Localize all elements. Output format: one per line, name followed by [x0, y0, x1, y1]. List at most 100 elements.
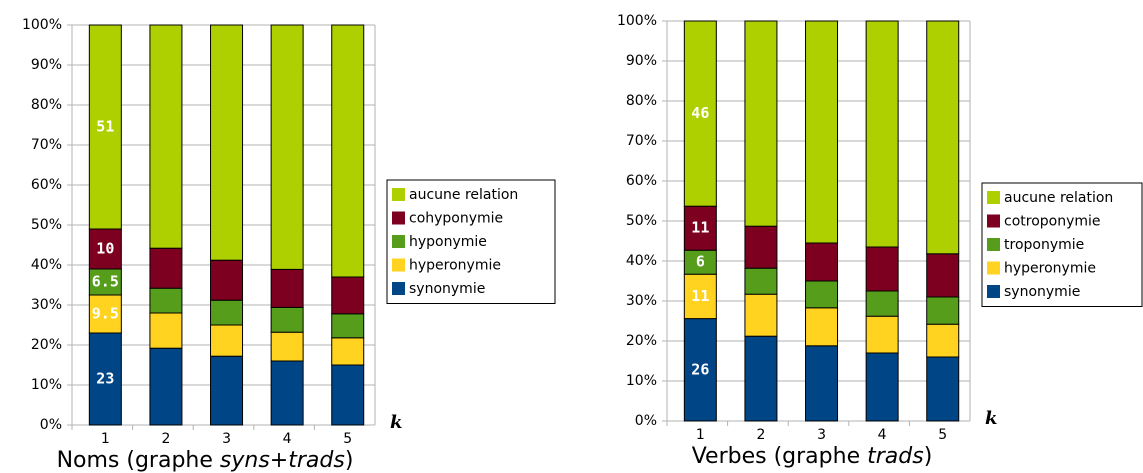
bar-segment	[149, 24, 183, 249]
x-tick-label: 4	[878, 427, 887, 443]
y-tick-label: 50%	[626, 213, 657, 229]
data-label: 6	[696, 253, 705, 271]
legend-swatch	[392, 235, 405, 248]
y-tick-label: 80%	[626, 93, 657, 109]
y-tick-label: 10%	[626, 373, 657, 389]
bar-segment	[210, 299, 244, 326]
x-tick-label: 3	[817, 427, 826, 443]
data-label: 9.5	[92, 305, 119, 323]
bar-segment	[805, 280, 839, 309]
x-tick-label: 2	[161, 431, 170, 447]
legend-swatch	[987, 238, 1000, 251]
legend-box	[386, 179, 556, 304]
x-tick-label: 3	[222, 431, 231, 447]
legend-swatch	[987, 191, 1000, 204]
chart-title: Noms (graphe syns+trads)	[57, 448, 354, 473]
bar-segment	[926, 296, 960, 325]
bar-segment	[683, 318, 717, 422]
y-tick-label: 80%	[31, 97, 62, 113]
bar-segment	[149, 312, 183, 349]
bar-segment	[210, 24, 244, 261]
y-tick-label: 50%	[31, 217, 62, 233]
bar-segment	[744, 267, 778, 295]
data-label: 10	[96, 240, 114, 258]
legend-swatch	[392, 258, 405, 272]
bar-segment	[210, 355, 244, 426]
bar-segment	[270, 306, 304, 333]
legend-label: hyperonymie	[1004, 261, 1096, 277]
bar-segment	[865, 352, 899, 422]
bar-segment	[865, 290, 899, 317]
y-tick-label: 100%	[617, 13, 657, 29]
data-label: 51	[96, 118, 114, 136]
bar-segment	[270, 360, 304, 426]
x-tick-label: 4	[283, 431, 292, 447]
title-part: )	[924, 444, 933, 469]
y-tick-label: 90%	[31, 57, 62, 73]
bar-segment	[805, 307, 839, 347]
bar-segment	[149, 347, 183, 426]
y-tick-label: 60%	[31, 177, 62, 193]
bar-segment	[270, 24, 304, 270]
bar-segment	[805, 345, 839, 422]
x-tick-label: 1	[101, 431, 110, 447]
title-part: Noms (graphe	[57, 448, 220, 473]
bar-segment	[926, 323, 960, 358]
bar-segment	[331, 24, 365, 278]
x-axis-label: k	[985, 408, 997, 429]
y-tick-label: 40%	[626, 253, 657, 269]
data-label: 26	[691, 360, 709, 378]
bar-segment	[744, 225, 778, 269]
title-part: trads	[867, 444, 924, 469]
legend-label: troponymie	[1004, 237, 1084, 253]
title-part: Verbes (graphe	[692, 444, 867, 469]
legend-swatch	[987, 285, 1000, 298]
bar-segment	[926, 20, 960, 255]
legend-label: aucune relation	[409, 187, 518, 203]
legend-box	[981, 182, 1143, 307]
bar-segment	[744, 20, 778, 227]
title-part: syns	[220, 448, 270, 473]
y-tick-label: 100%	[22, 17, 62, 33]
bar-segment	[331, 313, 365, 339]
y-tick-label: 90%	[626, 53, 657, 69]
legend-label: synonymie	[1004, 284, 1080, 300]
legend-swatch	[987, 261, 1000, 275]
legend-swatch	[392, 188, 405, 201]
bar-segment	[805, 20, 839, 244]
bar-segment	[88, 294, 122, 334]
bar-segment	[683, 273, 717, 320]
title-part: )	[345, 448, 354, 473]
bar-segment	[865, 20, 899, 248]
legend-label: cotroponymie	[1004, 214, 1101, 230]
y-tick-label: 20%	[626, 333, 657, 349]
bar-segment	[744, 335, 778, 422]
bar-segment	[331, 337, 365, 366]
bar-segment	[149, 287, 183, 314]
y-tick-label: 40%	[31, 257, 62, 273]
x-tick-label: 5	[343, 431, 352, 447]
chart-title: Verbes (graphe trads)	[692, 444, 933, 469]
legend-label: cohyponymie	[409, 211, 503, 227]
y-tick-label: 70%	[31, 137, 62, 153]
legend-label: hyperonymie	[409, 258, 501, 274]
bar-segment	[805, 242, 839, 282]
y-tick-label: 60%	[626, 173, 657, 189]
bar-segment	[210, 259, 244, 301]
bar-segment	[270, 331, 304, 362]
bar-segment	[149, 247, 183, 289]
x-axis-label: k	[390, 412, 402, 433]
data-label: 46	[691, 104, 709, 122]
bar-segment	[926, 253, 960, 298]
y-tick-label: 0%	[635, 413, 657, 429]
bar-segment	[683, 20, 717, 207]
bar-segment	[270, 268, 304, 308]
x-tick-label: 5	[938, 427, 947, 443]
legend-swatch	[392, 211, 405, 225]
bar-segment	[683, 249, 717, 275]
bar-segment	[865, 246, 899, 292]
data-label: 6.5	[92, 273, 119, 291]
legend-label: aucune relation	[1004, 190, 1113, 206]
bar-segment	[683, 205, 717, 251]
